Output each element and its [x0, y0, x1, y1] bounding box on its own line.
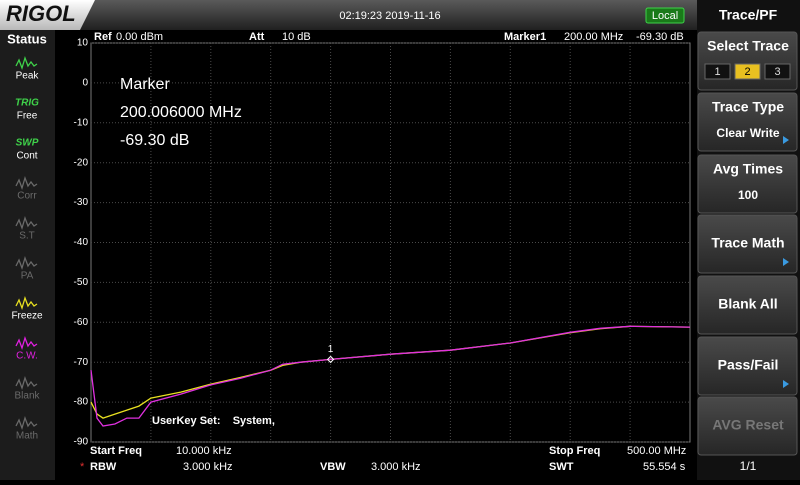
- brand: RIGOL: [6, 1, 76, 26]
- footer-rbw-label: RBW: [90, 461, 117, 473]
- marker-readout: Marker: [120, 76, 170, 93]
- status-tag: TRIG: [15, 98, 39, 109]
- footer-rbw-flag: *: [80, 461, 85, 473]
- footer-vbw-value: 3.000 kHz: [371, 461, 421, 473]
- status-icon: [15, 335, 38, 351]
- status-icon: [15, 55, 38, 71]
- datetime: 02:19:23 2019-11-16: [339, 10, 440, 22]
- menu-button[interactable]: [697, 92, 798, 152]
- mode: Local: [652, 10, 678, 22]
- status-label: Cont: [16, 151, 37, 162]
- y-tick-label: -80: [74, 397, 89, 408]
- userkey: UserKey Set: System,: [152, 415, 275, 427]
- menu-button[interactable]: [697, 214, 798, 274]
- menu-button[interactable]: [697, 154, 798, 214]
- menu-button-label: Select Trace: [707, 38, 789, 54]
- menu-arrow: [783, 380, 789, 388]
- footer-stop-value: 500.00 MHz: [627, 445, 686, 457]
- status-panel: [0, 30, 55, 480]
- status-icon: [15, 255, 38, 271]
- menu-button-value: 100: [738, 188, 758, 202]
- footer-stop-label: Stop Freq: [549, 445, 600, 457]
- status-icon: [15, 295, 38, 311]
- menu-button-label: Avg Times: [713, 161, 783, 177]
- status-title: Status: [7, 31, 47, 46]
- info-att: Att: [249, 31, 265, 43]
- menu-button[interactable]: [697, 396, 798, 456]
- footer-rbw-value: 3.000 kHz: [183, 461, 233, 473]
- y-tick-label: -40: [74, 237, 89, 248]
- menu-button-label: Trace Math: [711, 235, 784, 251]
- info-ref-value: 0.00 dBm: [116, 31, 163, 43]
- status-label: Blank: [14, 391, 40, 402]
- menu-button-label: Blank All: [718, 296, 777, 312]
- trace-option-label: 1: [714, 66, 720, 78]
- trace-option[interactable]: [734, 63, 761, 80]
- trace-option-label: 2: [744, 66, 750, 78]
- y-tick-label: -50: [74, 277, 89, 288]
- menu-arrow: [783, 258, 789, 266]
- footer-start-value: 10.000 kHz: [176, 445, 232, 457]
- logo-bg: [0, 0, 95, 30]
- footer-start-label: Start Freq: [90, 445, 142, 457]
- marker-label: 1: [328, 344, 334, 355]
- y-tick-label: -60: [74, 317, 89, 328]
- menu-button-label: Trace Type: [712, 99, 784, 115]
- menu-title: Trace/PF: [719, 7, 778, 23]
- status-label: Peak: [16, 71, 40, 82]
- marker-readout: -69.30 dB: [120, 132, 189, 149]
- status-label: PA: [21, 271, 34, 282]
- menu-button-value: Clear Write: [716, 126, 779, 140]
- status-label: Free: [17, 111, 38, 122]
- menu-button-label: AVG Reset: [712, 417, 784, 433]
- menu-button-label: Pass/Fail: [718, 357, 779, 373]
- marker-readout: 200.006000 MHz: [120, 104, 242, 121]
- status-label: C.W.: [16, 351, 38, 362]
- y-tick-label: -20: [74, 157, 89, 168]
- info-att-value: 10 dB: [282, 31, 311, 43]
- trace-line: [90, 325, 691, 427]
- menu-arrow: [783, 136, 789, 144]
- footer-swt-value: 55.554 s: [643, 461, 686, 473]
- status-icon: [15, 415, 38, 431]
- footer-vbw-label: VBW: [320, 461, 346, 473]
- trace-option[interactable]: [764, 63, 791, 80]
- footer-swt-label: SWT: [549, 461, 574, 473]
- marker-point: [326, 355, 335, 364]
- info-ref: Ref: [94, 31, 112, 43]
- menu-button[interactable]: [697, 275, 798, 335]
- y-tick-label: -30: [74, 197, 89, 208]
- y-tick-label: 0: [82, 78, 88, 89]
- y-tick-label: 10: [77, 38, 89, 49]
- menu-button[interactable]: [697, 336, 798, 396]
- info-marker-level: -69.30 dB: [636, 31, 684, 43]
- mode-badge: [645, 7, 685, 24]
- status-icon: [15, 375, 38, 391]
- status-icon: [15, 175, 38, 191]
- info-marker-freq: 200.00 MHz: [564, 31, 623, 43]
- status-label: Freeze: [11, 311, 43, 322]
- status-label: Corr: [17, 191, 37, 202]
- trace-option-label: 3: [774, 66, 780, 78]
- status-label: Math: [16, 431, 38, 442]
- status-icon: [15, 215, 38, 231]
- menu-page: 1/1: [740, 459, 757, 473]
- info-marker: Marker1: [504, 31, 546, 43]
- status-tag: SWP: [16, 138, 39, 149]
- trace-option[interactable]: [704, 63, 731, 80]
- y-tick-label: -70: [74, 357, 89, 368]
- status-label: S.T: [19, 231, 35, 242]
- y-tick-label: -10: [74, 117, 89, 128]
- y-tick-label: -90: [74, 437, 89, 448]
